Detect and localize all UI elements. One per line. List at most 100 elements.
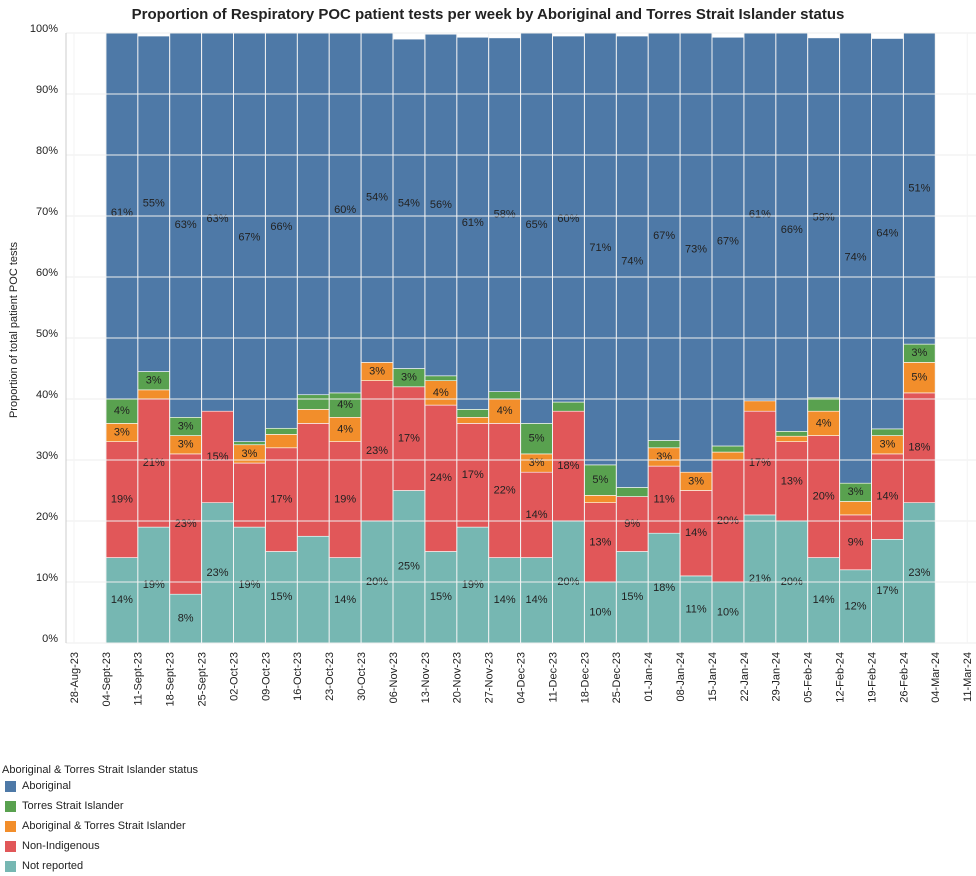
data-label: 15% — [621, 591, 643, 603]
y-tick-label: 0% — [42, 633, 58, 645]
data-label: 61% — [111, 207, 133, 219]
data-label: 59% — [813, 212, 835, 224]
bar-segment — [807, 397, 840, 412]
bar-segment — [137, 526, 171, 644]
bar-segment — [647, 440, 681, 449]
data-label: 10% — [589, 606, 611, 618]
x-tick-label: 18-Dec-23 — [579, 652, 591, 703]
data-label: 19% — [334, 494, 356, 506]
y-tick-label: 100% — [30, 23, 58, 35]
x-tick-label: 30-Oct-23 — [356, 652, 368, 701]
data-label: 54% — [366, 192, 388, 204]
data-label: 19% — [111, 494, 133, 506]
x-tick-label: 11-Dec-23 — [547, 652, 559, 703]
bar-segment — [296, 409, 330, 424]
bar-segment — [807, 557, 840, 644]
y-axis-label: Proportion of total patient POC tests — [8, 241, 20, 418]
data-label: 18% — [653, 582, 675, 594]
bar-segment — [424, 551, 458, 644]
bar-segment — [105, 557, 139, 644]
legend-swatch — [5, 841, 16, 852]
bar-segment — [871, 428, 904, 436]
data-label: 9% — [624, 518, 640, 530]
data-label: 3% — [656, 451, 672, 463]
x-tick-label: 29-Jan-24 — [771, 652, 783, 702]
x-tick-label: 28-Aug-23 — [69, 652, 81, 703]
data-label: 3% — [146, 375, 162, 387]
data-label: 14% — [526, 594, 548, 606]
data-label: 63% — [175, 219, 197, 231]
legend-label: Torres Strait Islander — [22, 800, 124, 812]
bar-segment — [775, 441, 808, 522]
data-label: 61% — [749, 209, 771, 221]
bar-segment — [296, 535, 330, 644]
x-tick-label: 23-Oct-23 — [324, 652, 336, 701]
bar-segment — [488, 391, 521, 400]
data-label: 19% — [462, 579, 484, 591]
data-label: 4% — [337, 399, 353, 411]
bar-segment — [137, 389, 171, 400]
x-tick-label: 19-Feb-24 — [866, 652, 878, 703]
data-label: 67% — [653, 230, 675, 242]
legend-label: Aboriginal — [22, 780, 71, 792]
data-label: 67% — [717, 236, 739, 248]
y-tick-label: 90% — [36, 84, 58, 96]
data-label: 14% — [876, 491, 898, 503]
data-label: 23% — [207, 567, 229, 579]
x-tick-label: 22-Jan-24 — [739, 652, 751, 702]
data-label: 15% — [207, 451, 229, 463]
legend-label: Non-Indigenous — [22, 840, 100, 852]
data-label: 11% — [685, 603, 706, 615]
x-tick-label: 12-Feb-24 — [835, 652, 847, 703]
bar-segment — [584, 581, 617, 644]
data-label: 11% — [654, 494, 675, 506]
bar-segment — [233, 462, 266, 528]
data-label: 5% — [911, 372, 927, 384]
bar-segment — [871, 453, 904, 540]
bar-segment — [424, 404, 458, 552]
data-label: 67% — [238, 231, 260, 243]
data-label: 54% — [398, 198, 420, 210]
bar-segment — [552, 401, 585, 412]
data-label: 25% — [398, 561, 420, 573]
bar-segment — [265, 427, 298, 435]
data-label: 14% — [813, 594, 835, 606]
bar-segment — [265, 434, 298, 449]
bar-segment — [296, 33, 330, 396]
data-label: 56% — [430, 199, 452, 211]
data-label: 23% — [908, 567, 930, 579]
bar-segment — [265, 33, 298, 429]
data-label: 4% — [433, 387, 449, 399]
bar-segment — [296, 394, 330, 410]
bar-segment — [105, 441, 139, 558]
data-label: 51% — [908, 182, 930, 194]
bar-segment — [233, 33, 266, 443]
data-label: 3% — [369, 365, 385, 377]
data-label: 61% — [462, 217, 484, 229]
bar-segment — [615, 551, 649, 644]
data-label: 14% — [494, 594, 516, 606]
bar-segment — [520, 423, 553, 455]
bar-segment — [647, 465, 681, 534]
legend-label: Aboriginal & Torres Strait Islander — [22, 820, 186, 832]
data-label: 5% — [529, 433, 545, 445]
bar-segment — [456, 526, 489, 644]
data-label: 15% — [430, 591, 452, 603]
x-tick-label: 25-Sept-23 — [197, 652, 209, 706]
x-tick-label: 04-Dec-23 — [516, 652, 528, 703]
data-label: 3% — [241, 448, 257, 460]
data-label: 60% — [334, 204, 356, 216]
data-label: 4% — [816, 417, 832, 429]
data-label: 66% — [781, 224, 803, 236]
y-tick-label: 30% — [36, 450, 58, 462]
bar-segment — [328, 441, 362, 558]
data-label: 9% — [848, 536, 864, 548]
data-label: 66% — [270, 221, 292, 233]
data-label: 4% — [337, 423, 353, 435]
data-label: 3% — [401, 372, 417, 384]
data-label: 17% — [462, 469, 484, 481]
data-label: 3% — [688, 475, 704, 487]
bar-segment — [520, 33, 553, 424]
x-tick-label: 06-Nov-23 — [388, 652, 400, 703]
data-label: 8% — [178, 613, 194, 625]
